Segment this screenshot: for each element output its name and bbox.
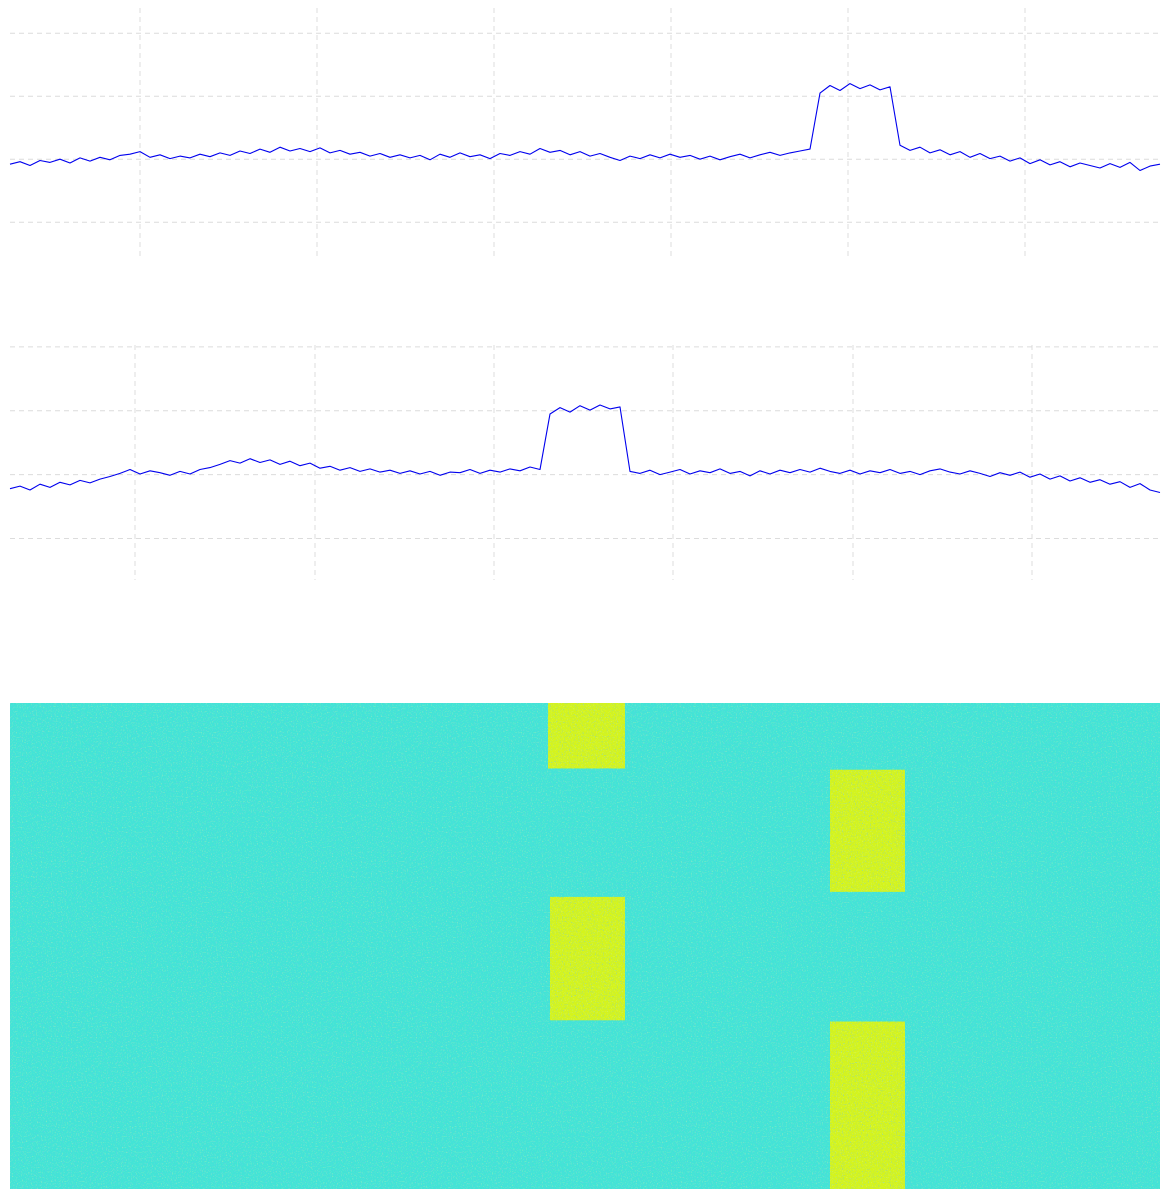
trace: [9, 83, 1161, 172]
noise-texture: [10, 703, 1160, 1189]
trace: [9, 404, 1161, 494]
